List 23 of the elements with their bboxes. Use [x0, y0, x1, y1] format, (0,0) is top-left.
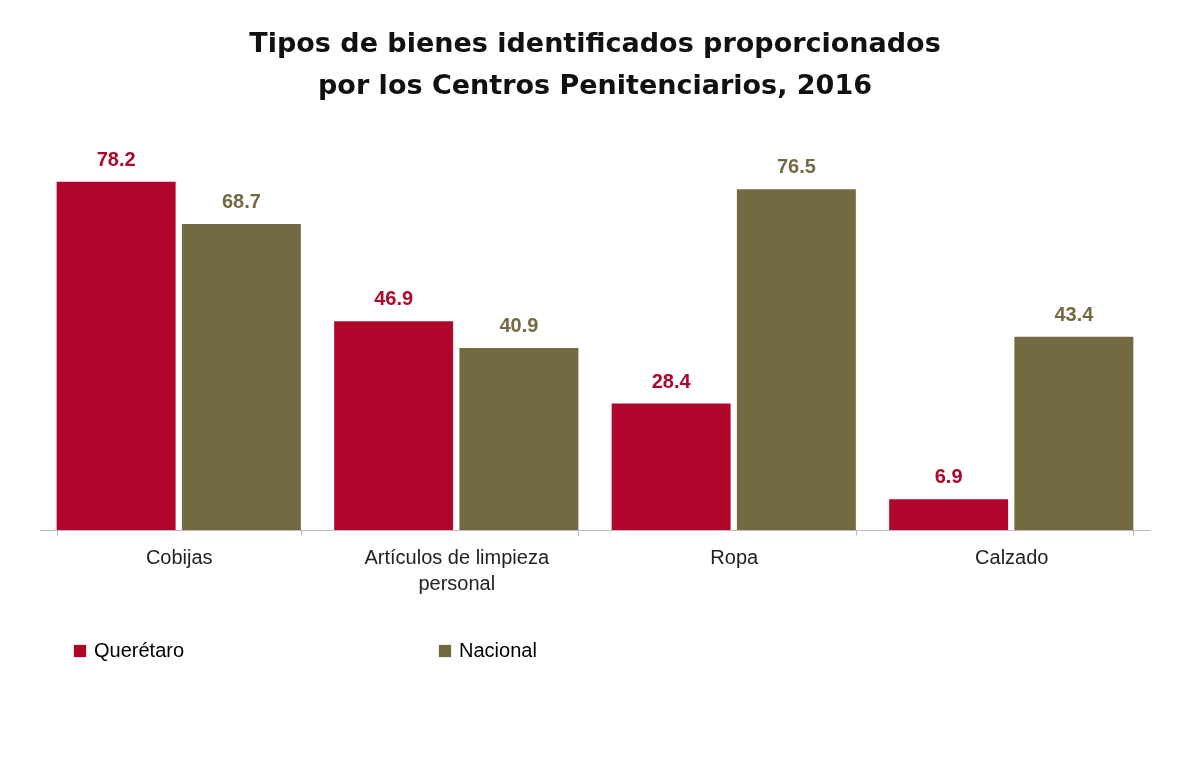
x-tick-label: Calzado	[975, 545, 1049, 568]
data-label: 46.9	[374, 287, 414, 310]
x-tick-label: Cobijas	[145, 545, 213, 568]
bar	[334, 321, 454, 530]
data-label: 28.4	[651, 369, 692, 392]
bar	[459, 347, 579, 530]
bar	[611, 403, 731, 530]
legend-label: Querétaro	[94, 639, 185, 661]
data-label: 78.2	[96, 147, 136, 170]
data-label: 40.9	[499, 313, 539, 336]
bar	[1014, 336, 1134, 530]
data-label: 76.5	[776, 155, 816, 178]
x-tick-label: Artículos de limpieza personal	[364, 545, 550, 594]
x-tick-label: Ropa	[710, 545, 760, 568]
data-label: 6.9	[934, 465, 963, 488]
bar	[736, 189, 856, 530]
legend-label: Nacional	[459, 639, 537, 661]
chart-title: Tipos de bienes identificados proporcionados por los Centros Penitenciarios, 2016	[249, 27, 941, 100]
data-label: 68.7	[221, 190, 261, 213]
bar	[889, 499, 1009, 530]
data-label: 43.4	[1054, 302, 1095, 325]
bar	[181, 224, 301, 530]
bar	[56, 181, 176, 530]
